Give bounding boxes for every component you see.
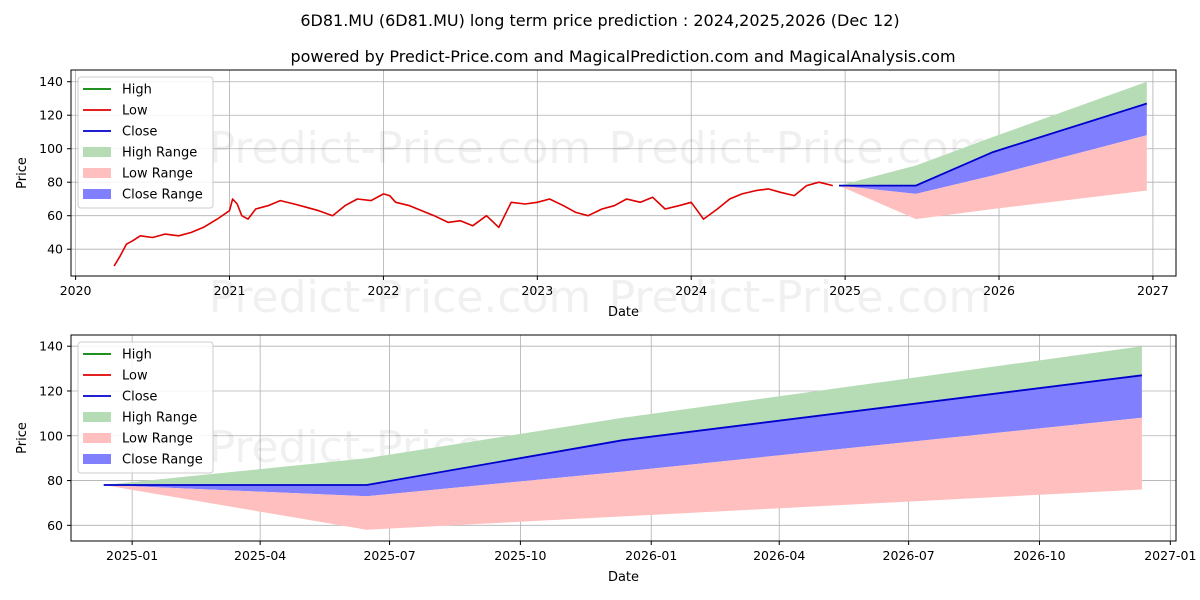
watermark-text: Predict-Price.com (209, 272, 592, 323)
watermark-text: Predict-Price.com (209, 123, 592, 174)
x-axis-label: Date (608, 570, 639, 585)
x-tick-label: 2026-07 (883, 548, 935, 563)
plot-frame (70, 334, 1177, 542)
legend-high-range-swatch (83, 147, 111, 157)
chart-title: 6D81.MU (6D81.MU) long term price predic… (300, 11, 899, 30)
x-tick-label: 2027-01 (1144, 548, 1196, 563)
legend-close-range-swatch (83, 189, 111, 199)
legend-low-range-swatch (83, 168, 111, 178)
low-range-band (839, 135, 1147, 220)
y-tick-label: 40 (47, 242, 63, 257)
x-tick-label: 2025-10 (494, 548, 546, 563)
legend-box (77, 76, 214, 209)
y-tick-label: 100 (39, 428, 63, 443)
y-axis-label: Price (15, 422, 30, 454)
legend-label: Low (122, 369, 148, 384)
y-tick-label: 80 (47, 175, 63, 190)
x-axis-label: Date (608, 305, 639, 320)
x-tick-label: 2025 (829, 283, 861, 298)
watermark-text: Predict-Price.com (609, 272, 992, 323)
legend-label: High (122, 348, 152, 363)
close-range-band (103, 375, 1142, 497)
close-range-band (839, 103, 1147, 194)
legend-label: High (122, 83, 152, 98)
legend-box (77, 341, 214, 474)
y-tick-label: 120 (39, 383, 63, 398)
legend: High Low Close High Range Low Range Close Ran… (77, 76, 214, 209)
x-tick-label: 2024 (675, 283, 707, 298)
x-tick-label: 2026-10 (1013, 548, 1065, 563)
legend-label: Close (122, 125, 157, 140)
close-forecast-line (103, 374, 1143, 486)
legend-label: High Range (122, 411, 197, 426)
y-axis-label: Price (15, 157, 30, 189)
bottom-panel: Predict-Price.comPredict-Price.com2025-0… (15, 334, 1196, 585)
plot-frame (70, 69, 1177, 277)
low-history-line (113, 181, 833, 267)
x-tick-label: 2022 (368, 283, 400, 298)
y-tick-label: 120 (39, 108, 63, 123)
x-tick-label: 2026 (983, 283, 1015, 298)
legend-label: Close Range (122, 188, 203, 203)
legend-label: High Range (122, 146, 197, 161)
x-tick-label: 2025-07 (363, 548, 415, 563)
legend-close-range-swatch (83, 454, 111, 464)
legend-label: Close (122, 390, 157, 405)
y-tick-label: 100 (39, 141, 63, 156)
x-tick-label: 2023 (521, 283, 553, 298)
x-tick-label: 2026-04 (753, 548, 805, 563)
legend-label: Close Range (122, 453, 203, 468)
y-tick-label: 60 (47, 518, 63, 533)
x-tick-label: 2025-04 (234, 548, 286, 563)
y-tick-label: 60 (47, 208, 63, 223)
legend-high-range-swatch (83, 412, 111, 422)
legend: High Low Close High Range Low Range Close Ran… (77, 341, 214, 474)
legend-label: Low (122, 104, 148, 119)
y-tick-label: 140 (39, 339, 63, 354)
x-tick-label: 2020 (60, 283, 92, 298)
x-tick-label: 2021 (214, 283, 246, 298)
top-panel: Predict-Price.com Predict-Price.com Predic… (15, 69, 1177, 323)
y-tick-label: 80 (47, 473, 63, 488)
y-tick-label: 140 (39, 74, 63, 89)
legend-label: Low Range (122, 167, 193, 182)
legend-low-range-swatch (83, 433, 111, 443)
x-tick-label: 2026-01 (625, 548, 677, 563)
low-range-band (103, 417, 1142, 530)
x-tick-label: 2027 (1137, 283, 1169, 298)
x-tick-label: 2025-01 (106, 548, 158, 563)
close-forecast-line (839, 102, 1148, 187)
legend-label: Low Range (122, 432, 193, 447)
chart-subtitle: powered by Predict-Price.com and Magical… (290, 47, 955, 66)
